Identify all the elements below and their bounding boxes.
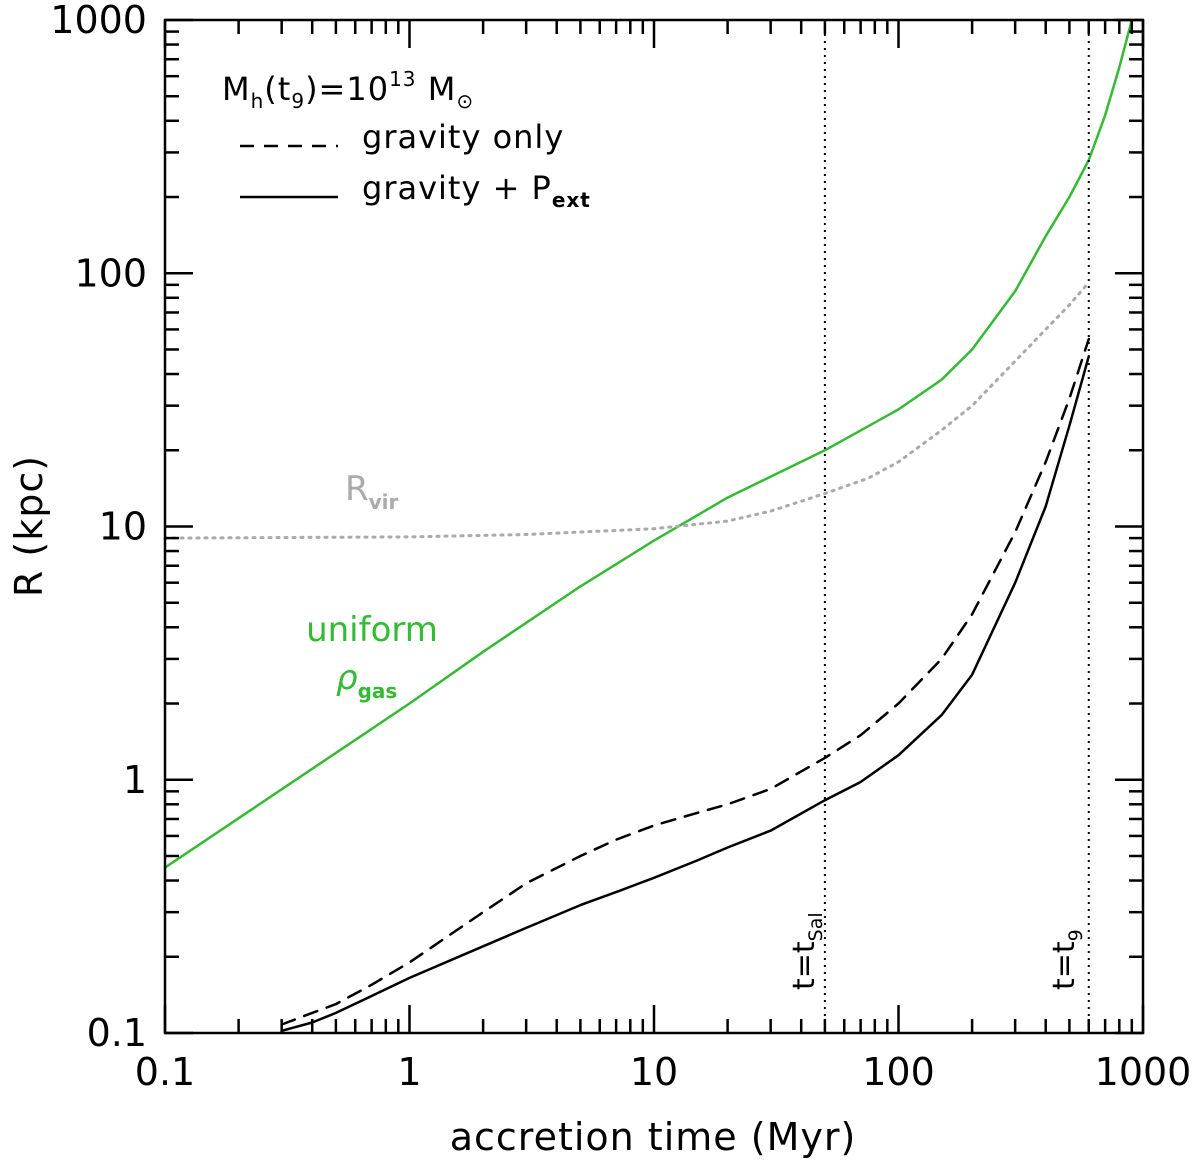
vline-label-t9: t=t9 xyxy=(1047,929,1087,990)
legend-title: Mh(t9)=1013 M⊙ xyxy=(222,67,474,113)
vline-layer xyxy=(823,20,1090,1033)
x-axis-title: accretion time (Myr) xyxy=(450,1115,857,1159)
x-tick-label: 10 xyxy=(630,1050,678,1094)
vline-label-tsal: t=tSal xyxy=(787,912,827,990)
series-line-3 xyxy=(280,355,1091,1033)
legend-label-gravity-pext: gravity + Pext xyxy=(362,169,591,212)
series-line-2 xyxy=(280,337,1091,1026)
legend: Mh(t9)=1013 M⊙ gravity only gravity + Pe… xyxy=(222,67,591,212)
series-layer xyxy=(163,18,1134,1033)
y-axis-title: R (kpc) xyxy=(7,455,51,597)
y-tick-label: 100 xyxy=(74,251,147,295)
uniform-label: uniform xyxy=(306,610,438,650)
series-line-1 xyxy=(163,280,1091,540)
plot-frame xyxy=(163,18,1145,1035)
y-tick-label: 1000 xyxy=(50,0,147,42)
tick-layer: 0.1 1 10 100 1000 0.1 1 10 100 1000 xyxy=(50,0,1191,1094)
rvir-label: Rvir xyxy=(345,469,399,514)
y-tick-label: 10 xyxy=(99,505,147,549)
y-tick-label: 1 xyxy=(123,758,147,802)
x-tick-label: 0.1 xyxy=(135,1050,195,1094)
x-tick-label: 1000 xyxy=(1095,1050,1192,1094)
legend-label-gravity-only: gravity only xyxy=(362,118,564,156)
rho-gas-label: ρgas xyxy=(336,658,397,703)
y-tick-label: 0.1 xyxy=(87,1011,147,1055)
x-tick-label: 100 xyxy=(862,1050,935,1094)
x-tick-label: 1 xyxy=(397,1050,421,1094)
series-line-0 xyxy=(163,18,1134,869)
